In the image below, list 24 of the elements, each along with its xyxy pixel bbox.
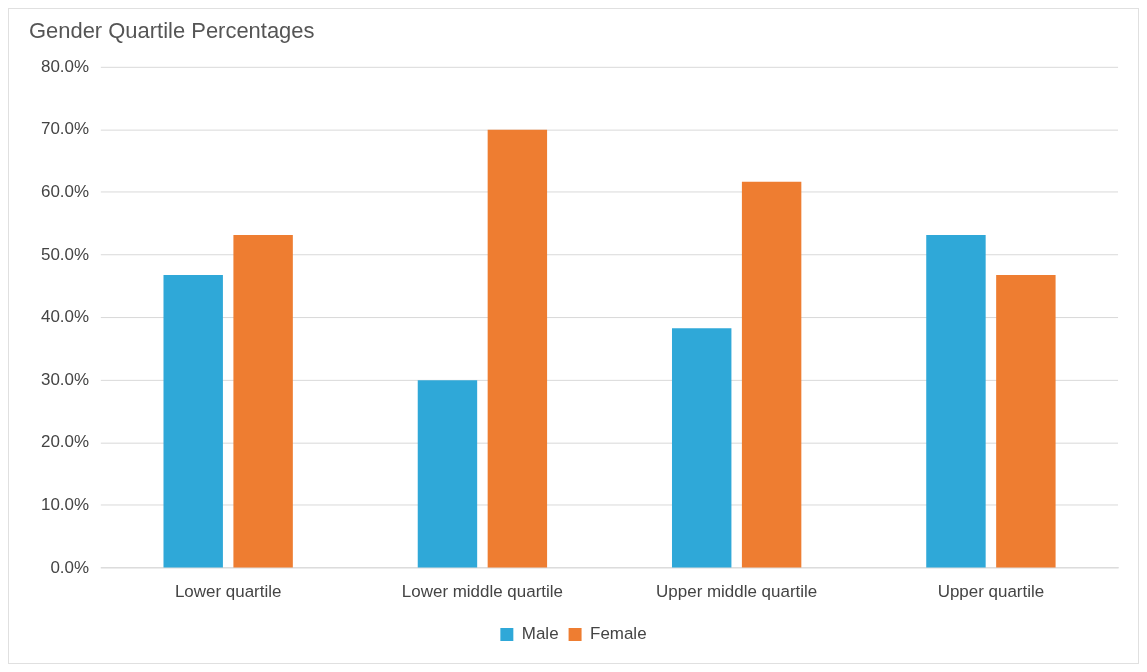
bar (233, 234, 293, 568)
y-tick-label: 60.0% (41, 182, 90, 202)
y-tick-label: 50.0% (41, 244, 90, 264)
bar (163, 275, 223, 568)
y-tick-label: 20.0% (41, 432, 90, 452)
x-tick-label: Upper middle quartile (656, 581, 818, 601)
bar (671, 328, 732, 568)
x-tick-label: Upper quartile (937, 581, 1045, 601)
bar (417, 380, 478, 568)
bar (487, 129, 548, 568)
x-tick-label: Lower middle quartile (401, 581, 563, 601)
y-tick-label: 70.0% (41, 119, 90, 139)
bar (741, 181, 802, 568)
legend-label: Female (590, 624, 647, 644)
y-tick-label: 30.0% (41, 369, 90, 389)
legend-label: Male (521, 624, 559, 644)
y-tick-label: 40.0% (41, 307, 90, 327)
x-tick-label: Lower quartile (174, 581, 282, 601)
y-tick-label: 10.0% (41, 494, 90, 514)
y-tick-label: 0.0% (50, 557, 90, 577)
bar (926, 234, 986, 568)
chart-title: Gender Quartile Percentages (28, 18, 315, 44)
y-tick-label: 80.0% (41, 56, 90, 76)
bar (996, 275, 1056, 568)
